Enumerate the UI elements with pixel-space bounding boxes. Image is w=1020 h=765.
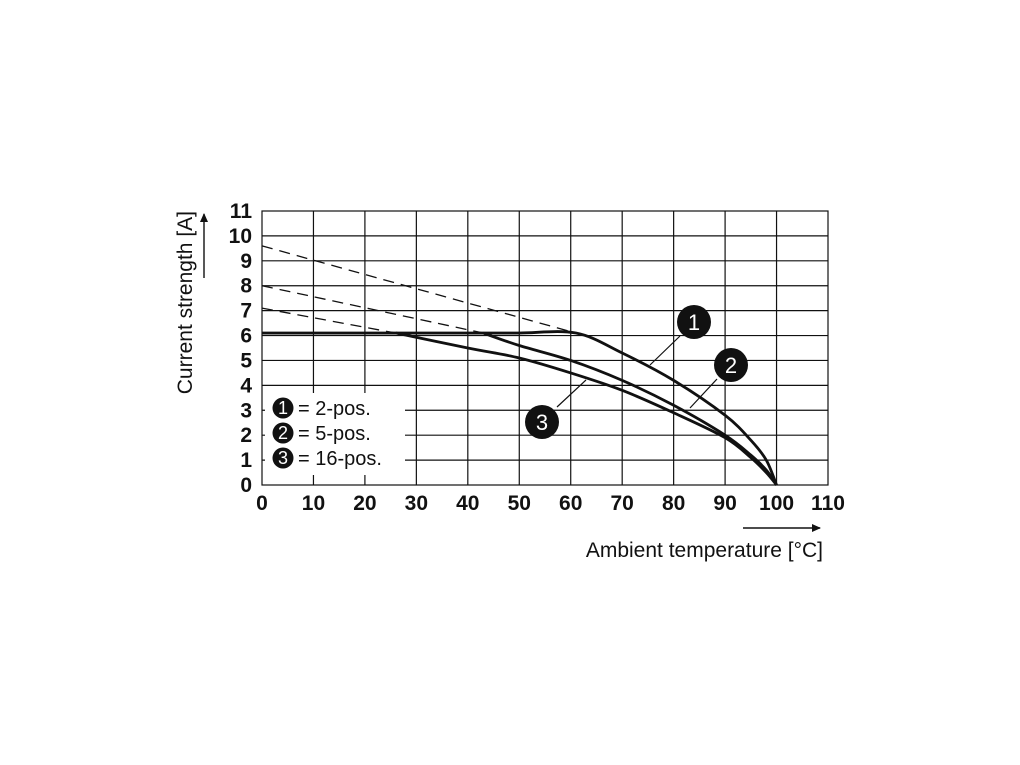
callout-number: 3 (536, 410, 548, 435)
x-tick-label: 100 (759, 492, 794, 515)
callout-leader-line (556, 379, 587, 408)
x-tick-label: 50 (508, 492, 531, 515)
y-tick-label: 0 (240, 474, 252, 497)
x-tick-label: 20 (353, 492, 376, 515)
callout-number: 2 (725, 353, 737, 378)
y-tick-label: 4 (240, 374, 252, 397)
y-tick-label: 11 (230, 200, 253, 223)
legend-entry-text: = 2-pos. (298, 398, 371, 420)
series-2-callout (714, 348, 748, 382)
legend-marker-number: 3 (278, 448, 288, 468)
series-1-line (262, 330, 778, 486)
y-tick-label: 8 (240, 275, 252, 298)
x-tick-label: 0 (256, 492, 268, 515)
y-tick-label: 1 (240, 449, 252, 472)
legend-marker-number: 1 (278, 398, 288, 418)
x-tick-label: 90 (713, 492, 736, 515)
callout-leader-line (649, 335, 681, 366)
y-tick-label: 5 (240, 349, 252, 372)
series-3-callout (525, 405, 559, 439)
legend-marker (272, 447, 294, 469)
series-lines (261, 245, 778, 486)
x-tick-label: 30 (405, 492, 428, 515)
y-tick-label: 7 (240, 300, 252, 323)
legend-entry-text: = 5-pos. (298, 423, 371, 445)
series-2-line (482, 331, 778, 486)
y-tick-label: 9 (240, 250, 252, 273)
x-tick-label: 10 (302, 492, 325, 515)
x-tick-label: 60 (559, 492, 582, 515)
legend-marker-number: 2 (278, 423, 288, 443)
x-tick-label: 40 (456, 492, 479, 515)
callout-number: 1 (688, 310, 700, 335)
series-2-dashed-line (261, 285, 484, 334)
y-axis-label: Current strength [A] (174, 211, 197, 394)
legend-marker (272, 397, 294, 419)
callout-leader-line (689, 378, 718, 409)
y-tick-label: 2 (240, 424, 252, 447)
y-tick-label: 10 (229, 225, 252, 248)
legend-entry-text: = 16-pos. (298, 448, 382, 470)
y-tick-label: 6 (240, 325, 252, 348)
legend-marker (272, 422, 294, 444)
series-markers: 12 3 (525, 305, 748, 439)
plot-frame (261, 210, 829, 486)
series-3-line (395, 331, 778, 486)
series-1-callout (677, 305, 711, 339)
legend: 1 = 2-pos. 2 = 5-pos. 3 = 16-pos. (265, 393, 405, 475)
x-tick-label: 70 (611, 492, 634, 515)
x-tick-label: 80 (662, 492, 685, 515)
series-1-dashed-line (261, 245, 577, 334)
x-tick-label: 110 (811, 492, 845, 515)
x-axis-label: Ambient temperature [°C] (586, 539, 823, 562)
series-3-dashed-line (261, 307, 396, 334)
y-tick-label: 3 (240, 399, 252, 422)
